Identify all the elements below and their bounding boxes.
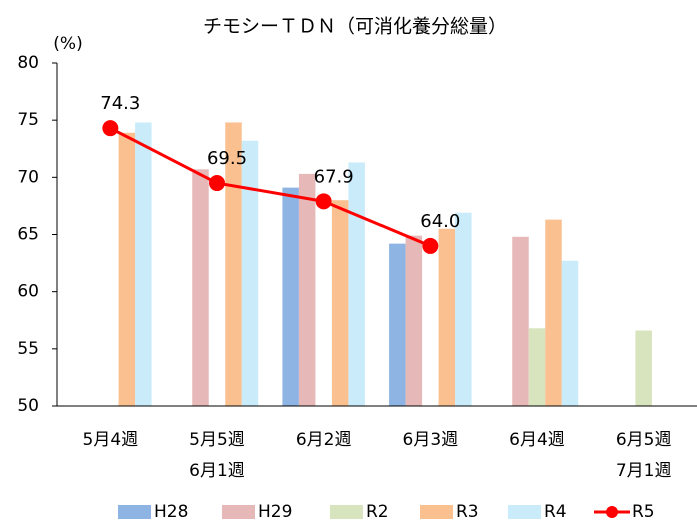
bar xyxy=(389,243,406,406)
bar xyxy=(561,260,579,406)
y-tick-label: 55 xyxy=(17,339,39,359)
legend-swatch xyxy=(330,505,363,519)
marker xyxy=(102,120,119,137)
x-tick-label: 6月1週 xyxy=(189,461,245,481)
legend-label: R3 xyxy=(456,502,479,522)
legend-swatch xyxy=(420,505,453,519)
x-tick-label: 5月4週 xyxy=(83,430,139,450)
x-tick-label: 5月5週 xyxy=(189,430,245,450)
bar xyxy=(118,132,136,406)
x-tick-label: 6月3週 xyxy=(403,430,459,450)
marker xyxy=(422,237,439,254)
legend-label: R4 xyxy=(544,502,567,522)
bar xyxy=(348,162,365,406)
bar xyxy=(331,200,349,406)
x-tick-label: 7月1週 xyxy=(616,461,672,481)
legend-swatch xyxy=(222,505,255,519)
data-label: 69.5 xyxy=(207,148,247,169)
bar xyxy=(135,122,152,406)
x-tick-label: 6月5週 xyxy=(616,430,672,450)
y-tick-label: 80 xyxy=(17,53,39,73)
legend-swatch xyxy=(508,505,541,519)
x-tick-label: 6月2週 xyxy=(296,430,352,450)
bar xyxy=(282,187,299,406)
line xyxy=(109,126,431,248)
y-tick-label: 50 xyxy=(17,396,39,416)
y-tick-label: 75 xyxy=(17,110,39,130)
legend-swatch xyxy=(118,505,151,519)
data-label: 64.0 xyxy=(420,211,460,232)
x-tick-label: 6月4週 xyxy=(509,430,565,450)
chart-title: チモシーＴＤＮ（可消化養分総量） xyxy=(203,16,507,38)
y-tick-label: 70 xyxy=(17,167,39,187)
legend-label: H29 xyxy=(258,502,292,522)
legend-label: R5 xyxy=(632,502,655,522)
bar xyxy=(298,173,316,406)
data-label: 67.9 xyxy=(314,166,354,187)
bar xyxy=(545,219,562,406)
y-tick-label: 60 xyxy=(17,282,39,302)
bar xyxy=(241,140,259,406)
bar xyxy=(405,235,423,406)
bar xyxy=(225,122,242,406)
marker xyxy=(209,175,225,192)
bar xyxy=(528,328,546,406)
bar xyxy=(192,169,209,406)
legend-label: H28 xyxy=(154,502,188,522)
legend-marker xyxy=(606,506,618,518)
bar xyxy=(438,228,456,406)
bar xyxy=(635,330,652,406)
bar xyxy=(455,212,472,406)
marker xyxy=(315,193,332,210)
y-unit: (%) xyxy=(53,34,82,54)
legend-label: R2 xyxy=(366,502,389,522)
y-tick-label: 65 xyxy=(17,225,39,245)
bar xyxy=(512,236,529,406)
data-label: 74.3 xyxy=(100,93,140,114)
